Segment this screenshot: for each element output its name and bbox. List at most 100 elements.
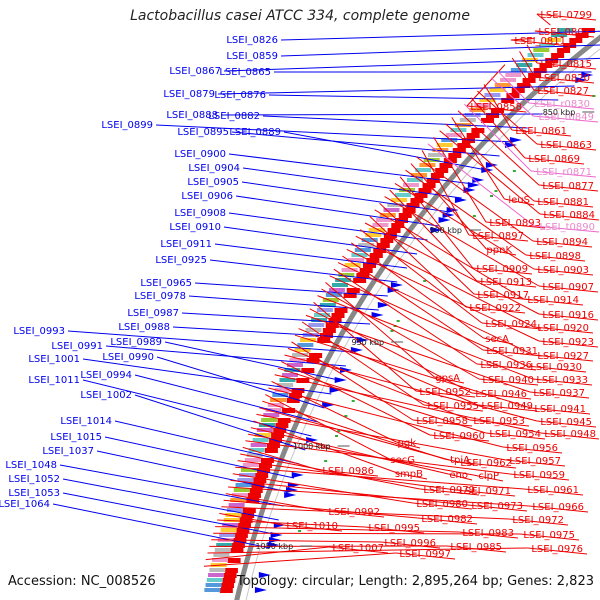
gene-label[interactable]: LSEI_1007 <box>332 543 384 554</box>
gene-label[interactable]: LSEI_0931 <box>486 346 538 357</box>
gene-label[interactable]: LSEI_0983 <box>462 528 514 539</box>
gene-label[interactable]: LSEI_0976 <box>531 544 583 555</box>
gene-label[interactable]: LSEI_0811 <box>514 36 566 47</box>
gene-label[interactable]: LSEI_0884 <box>543 210 595 221</box>
gene-label[interactable]: LSEI_0988 <box>118 322 170 333</box>
gene-label[interactable]: LSEI_0955 <box>427 401 479 412</box>
gene-label[interactable]: LSEI_0916 <box>542 310 594 321</box>
gene-label[interactable]: LSEI_0859 <box>226 51 278 62</box>
gene-label[interactable]: LSEI_0861 <box>515 126 567 137</box>
gene-label[interactable]: LSEI_r0830 <box>534 99 590 110</box>
gene-label[interactable]: LSEI_0865 <box>219 67 271 78</box>
gene-label[interactable]: LSEI_0920 <box>537 323 589 334</box>
gene-label[interactable]: LSEI_0894 <box>536 237 588 248</box>
gene-label[interactable]: secG <box>390 455 415 466</box>
gene-label[interactable]: LSEI_0952 <box>419 387 471 398</box>
gene-label[interactable]: LSEI_0910 <box>169 222 221 233</box>
gene-label[interactable]: clpP <box>478 471 499 482</box>
gene-label[interactable]: LSEI_0799 <box>540 10 592 21</box>
gene-label[interactable]: LSEI_1001 <box>28 354 80 365</box>
gene-label[interactable]: LSEI_0965 <box>140 278 192 289</box>
gene-label[interactable]: LSEI_1052 <box>8 474 60 485</box>
gene-label[interactable]: LSEI_0904 <box>188 163 240 174</box>
gene-label[interactable]: LSEI_1002 <box>80 390 132 401</box>
gene-label[interactable]: LSEI_0889 <box>229 127 281 138</box>
gene-label[interactable]: LSEI_0909 <box>476 264 528 275</box>
gene-label[interactable]: LSEI_0946 <box>475 389 527 400</box>
gene-label[interactable]: LSEI_0900 <box>174 149 226 160</box>
gene-label[interactable]: LSEI_0913 <box>480 277 532 288</box>
gene-label[interactable]: LSEI_t0890 <box>539 222 595 233</box>
gene-label[interactable]: LSEI_0978 <box>134 291 186 302</box>
gene-label[interactable]: LSEI_0906 <box>181 191 233 202</box>
gene-label[interactable]: LSEI_0869 <box>528 154 580 165</box>
gene-label[interactable]: LSEI_0914 <box>527 295 579 306</box>
gene-label[interactable]: LSEI_0979 <box>423 485 475 496</box>
gene-label[interactable]: LSEI_0957 <box>509 456 561 467</box>
gene-label[interactable]: LSEI_0903 <box>537 265 589 276</box>
gene-label[interactable]: LSEI_0959 <box>513 470 565 481</box>
gene-label[interactable]: LSEI_0877 <box>542 181 594 192</box>
gene-label[interactable]: LSEI_0973 <box>471 501 523 512</box>
gene-label[interactable]: LSEI_0941 <box>534 404 586 415</box>
gene-label[interactable]: LSEI_0966 <box>532 502 584 513</box>
gene-label[interactable]: LSEI_1064 <box>0 499 50 510</box>
gene-label[interactable]: LSEI_1011 <box>28 375 80 386</box>
gene-label[interactable]: LSEI_t0849 <box>538 112 594 123</box>
gene-label[interactable]: LSEI_0962 <box>460 458 512 469</box>
gene-label[interactable]: secA <box>485 334 509 345</box>
gene-label[interactable]: LSEI_0993 <box>13 326 65 337</box>
gene-label[interactable]: LSEI_0911 <box>160 239 212 250</box>
gene-label[interactable]: LSEI_0949 <box>481 401 533 412</box>
gene-label[interactable]: LSEI_0917 <box>477 290 529 301</box>
gene-label[interactable]: LSEI_0980 <box>416 499 468 510</box>
gene-label[interactable]: LSEI_0815 <box>540 59 592 70</box>
gene-label[interactable]: LSEI_0986 <box>322 466 374 477</box>
gene-label[interactable]: LSEI_0882 <box>208 111 260 122</box>
gene-label[interactable]: smpB <box>395 469 423 480</box>
gene-label[interactable]: LSEI_0888 <box>166 110 218 121</box>
gene-label[interactable]: LSEI_0997 <box>399 549 451 560</box>
gene-label[interactable]: LSEI_0954 <box>489 429 541 440</box>
gene-label[interactable]: LSEI_0863 <box>540 140 592 151</box>
gene-label[interactable]: leuS <box>508 195 530 206</box>
gene-label[interactable]: LSEI_0922 <box>469 303 521 314</box>
gene-label[interactable]: LSEI_0820 <box>538 73 590 84</box>
gene-label[interactable]: LSEI_0971 <box>459 486 511 497</box>
gene-label[interactable]: LSEI_0936 <box>480 360 532 371</box>
gene-label[interactable]: LSEI_1037 <box>42 446 94 457</box>
gene-label[interactable]: gpsA <box>435 373 460 384</box>
gene-label[interactable]: LSEI_1015 <box>50 432 102 443</box>
gene-label[interactable]: LSEI_0945 <box>540 417 592 428</box>
gene-label[interactable]: LSEI_r0871 <box>536 167 592 178</box>
gene-label[interactable]: LSEI_0897 <box>472 231 524 242</box>
gene-label[interactable]: LSEI_0923 <box>542 337 594 348</box>
gene-label[interactable]: LSEI_0927 <box>537 351 589 362</box>
gene-label[interactable]: LSEI_0930 <box>530 362 582 373</box>
gene-label[interactable]: LSEI_1014 <box>60 416 112 427</box>
gene-label[interactable]: LSEI_0827 <box>537 86 589 97</box>
gene-label[interactable]: pgk <box>398 438 417 449</box>
gene-label[interactable]: LSEI_0975 <box>523 530 575 541</box>
gene-label[interactable]: LSEI_0925 <box>155 255 207 266</box>
gene-label[interactable]: LSEI_0948 <box>544 429 596 440</box>
gene-label[interactable]: LSEI_0992 <box>328 507 380 518</box>
gene-label[interactable]: LSEI_0940 <box>482 375 534 386</box>
gene-label[interactable]: LSEI_0898 <box>529 251 581 262</box>
gene-label[interactable]: LSEI_1053 <box>8 488 60 499</box>
gene-label[interactable]: LSEI_0858 <box>470 102 522 113</box>
gene-label[interactable]: LSEI_1048 <box>5 460 57 471</box>
gene-label[interactable]: LSEI_0985 <box>450 542 502 553</box>
gene-label[interactable]: LSEI_0958 <box>416 416 468 427</box>
gene-label[interactable]: LSEI_0982 <box>421 514 473 525</box>
gene-label[interactable]: eno <box>449 470 468 481</box>
gene-label[interactable]: LSEI_0991 <box>51 341 103 352</box>
gene-label[interactable]: LSEI_0989 <box>110 337 162 348</box>
gene-label[interactable]: ppnK <box>486 245 512 256</box>
gene-label[interactable]: LSEI_0876 <box>214 90 266 101</box>
gene-label[interactable]: LSEI_0990 <box>102 352 154 363</box>
gene-label[interactable]: LSEI_0995 <box>368 523 420 534</box>
gene-label[interactable]: LSEI_0893 <box>489 218 541 229</box>
gene-label[interactable]: LSEI_0961 <box>527 485 579 496</box>
gene-label[interactable]: LSEI_0953 <box>473 416 525 427</box>
